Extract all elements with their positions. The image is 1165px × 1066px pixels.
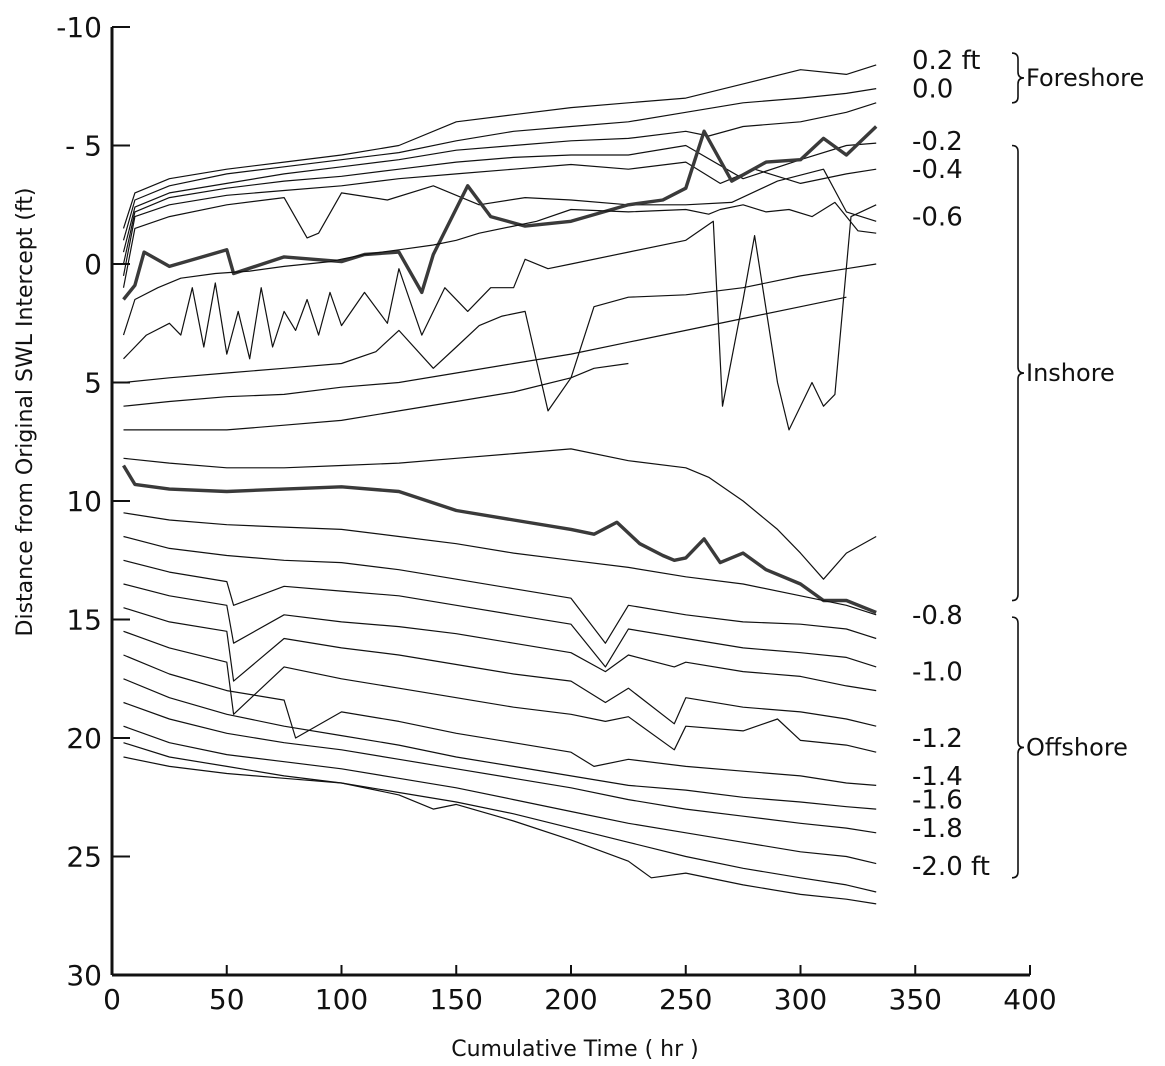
contour-label: -0.8 <box>912 601 963 631</box>
zone-bracket <box>1011 52 1025 104</box>
series-line <box>122 88 877 241</box>
x-tick-label: 350 <box>889 983 942 1016</box>
x-tick-label: 0 <box>103 983 121 1016</box>
series-line <box>122 168 877 288</box>
contour-label: -2.0 ft <box>912 852 990 882</box>
y-axis-title: Distance from Original SWL Intercept (ft… <box>13 188 38 637</box>
x-tick-label: 300 <box>774 983 827 1016</box>
series-line <box>122 161 877 277</box>
x-tick-label: 250 <box>659 983 712 1016</box>
y-tick-label: 25 <box>66 841 102 874</box>
series-line <box>123 630 877 753</box>
axes: 0 50 100 150 200 250 300 350 400 -10 - 5 0 5 10 15 20 25… <box>56 11 1056 1016</box>
y-tick-label: 15 <box>66 604 102 637</box>
y-tick-label: -10 <box>56 11 102 44</box>
contour-label: -1.8 <box>912 814 963 844</box>
x-tick-label: 50 <box>209 983 245 1016</box>
series-line <box>123 512 877 616</box>
contour-label: -1.2 <box>912 724 963 754</box>
x-tick-label: 100 <box>315 983 368 1016</box>
zone-bracket <box>1011 616 1025 879</box>
y-tick-label: 0 <box>84 248 102 281</box>
y-tick-label: 30 <box>66 959 102 992</box>
series-line <box>122 201 877 336</box>
contour-label: -1.6 <box>912 786 963 816</box>
series-line <box>123 296 847 407</box>
y-tick-label: 5 <box>84 367 102 400</box>
y-tick-label: - 5 <box>65 130 102 163</box>
series-line <box>123 559 877 668</box>
series-line <box>123 742 877 893</box>
contour-label: 0.0 <box>912 75 953 105</box>
zone-label: Foreshore <box>1026 64 1144 92</box>
zone-label: Offshore <box>1026 733 1128 761</box>
series-line <box>123 607 877 727</box>
series-line <box>123 701 877 834</box>
y-tick-label: 10 <box>66 485 102 518</box>
contour-label: -1.4 <box>912 762 963 792</box>
series-line <box>123 263 877 412</box>
series-line <box>123 654 877 786</box>
series-line <box>123 678 877 810</box>
zone-bracket <box>1011 144 1025 602</box>
x-tick-label: 150 <box>430 983 483 1016</box>
series-line <box>123 583 877 692</box>
series-line <box>123 204 877 431</box>
x-tick-label: 200 <box>544 983 597 1016</box>
contour-label: -0.6 <box>912 203 963 233</box>
contour-label: 0.2 ft <box>912 46 981 76</box>
y-tick-label: 20 <box>66 722 102 755</box>
series-line <box>123 362 629 431</box>
series-line <box>122 464 877 614</box>
contour-label: -1.0 <box>912 658 963 688</box>
series-layer <box>122 64 878 905</box>
contour-label: -0.4 <box>912 155 963 185</box>
series-line <box>122 64 877 229</box>
x-axis-title: Cumulative Time ( hr ) <box>451 1037 699 1062</box>
zone-brackets: Foreshore Inshore Offshore <box>1011 52 1144 879</box>
x-tick-label: 400 <box>1003 983 1056 1016</box>
contour-labels: 0.2 ft0.0-0.2-0.4-0.6-0.8-1.0-1.2-1.4-1.… <box>912 46 990 882</box>
series-line <box>122 125 878 301</box>
series-line <box>123 756 877 905</box>
series-line <box>123 535 877 644</box>
zone-label: Inshore <box>1026 359 1115 387</box>
series-line <box>123 725 877 865</box>
series-line <box>122 142 877 265</box>
series-line <box>123 448 877 580</box>
series-line <box>122 102 877 253</box>
contour-label: -0.2 <box>912 127 963 157</box>
